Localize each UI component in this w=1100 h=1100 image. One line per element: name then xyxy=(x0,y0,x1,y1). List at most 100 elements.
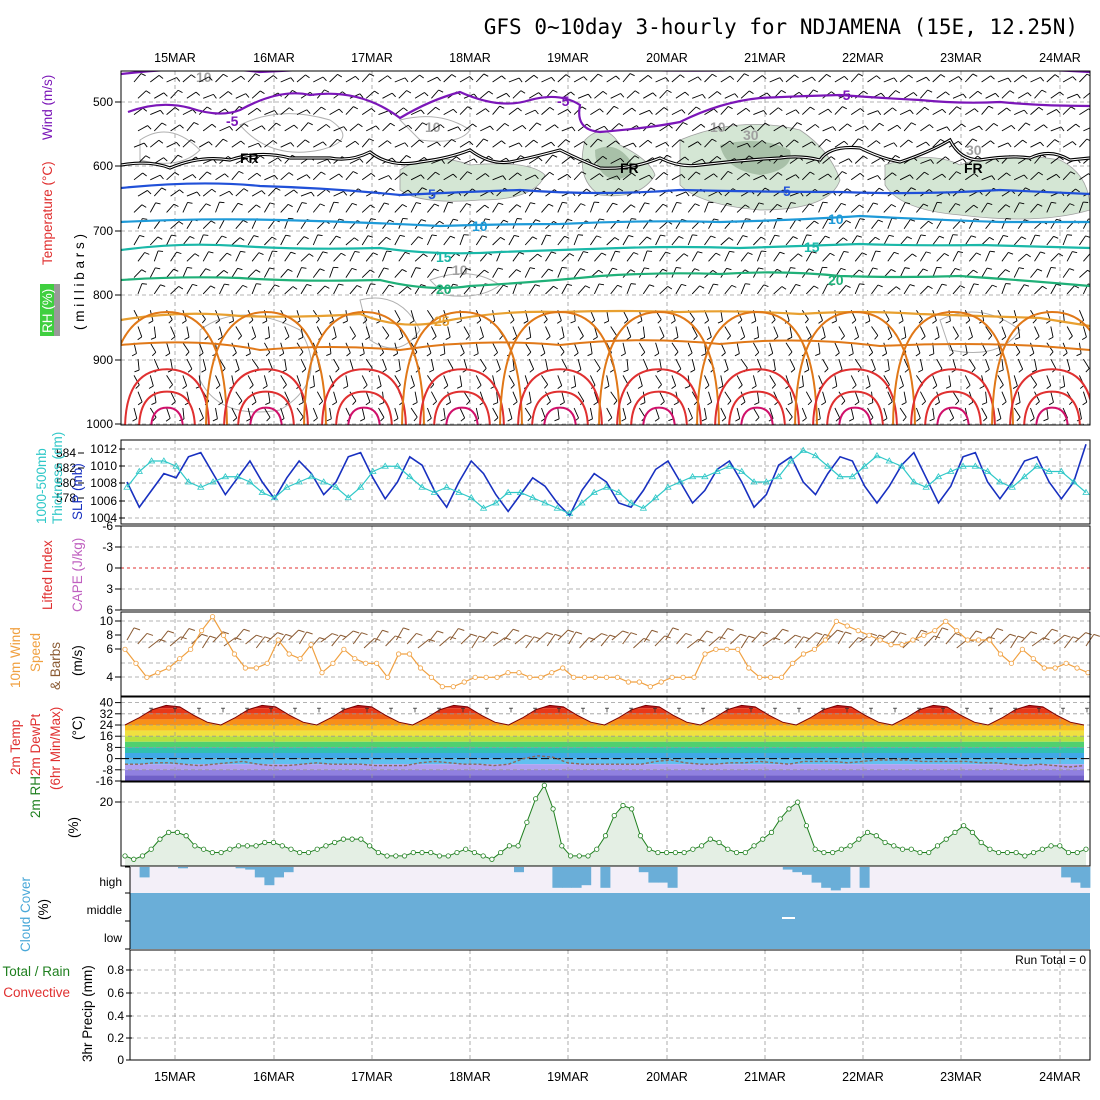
wind-barb-flag xyxy=(412,402,418,406)
wind-barb-flag xyxy=(679,74,685,78)
wind-barb xyxy=(704,108,715,115)
wind-barb-flag xyxy=(968,336,973,341)
wind-barb-flag xyxy=(256,172,262,177)
wind-barb xyxy=(932,235,940,246)
wind-speed-marker xyxy=(461,679,467,685)
wind-speed-marker xyxy=(560,665,566,671)
wind-barb-flag xyxy=(387,140,392,145)
wind10-barb xyxy=(428,630,438,643)
wind-barb-flag xyxy=(452,283,458,286)
cloud-high-bar xyxy=(274,867,284,878)
wind-barb xyxy=(394,77,406,83)
wind-barb-flag xyxy=(1088,173,1090,176)
wind-barb-flag xyxy=(1048,336,1054,340)
thickness-marker xyxy=(283,483,291,490)
wind-barb-flag xyxy=(877,110,882,115)
wind-barb xyxy=(264,342,271,353)
rh-marker xyxy=(620,802,626,809)
wind-barb xyxy=(414,391,418,403)
wind-barb-flag xyxy=(861,252,867,256)
wind-barb xyxy=(936,126,948,132)
wind-speed-marker xyxy=(319,670,325,676)
temp-band xyxy=(125,736,1084,742)
wind-barb-flag xyxy=(530,202,536,205)
wind-barb-flag xyxy=(983,417,988,422)
wind-barb-flag xyxy=(713,218,719,221)
wind-speed-marker xyxy=(921,632,927,638)
wind-barb-flag xyxy=(436,141,441,146)
wind-barb xyxy=(512,125,523,132)
wind-speed-marker xyxy=(713,646,719,652)
wind-barb-flag xyxy=(936,201,943,204)
wind-barb-flag xyxy=(724,435,728,438)
wind-barb-flag xyxy=(827,218,833,221)
wind10-barb xyxy=(126,627,135,641)
wind10-barb xyxy=(439,636,451,647)
wind-barb xyxy=(251,424,253,425)
wind-barb xyxy=(691,285,701,295)
w10-ylabel-b: Speed xyxy=(28,633,43,672)
wind-barb xyxy=(492,310,496,322)
wind-barb xyxy=(427,106,436,115)
wind-barb xyxy=(1062,375,1066,387)
wind-barb xyxy=(1046,139,1056,148)
ytick-label: 1006 xyxy=(90,494,117,508)
wind-barb xyxy=(757,284,765,295)
wind-barb xyxy=(708,190,719,197)
wind-barb xyxy=(818,138,827,148)
wind-barb-flag xyxy=(776,268,782,272)
wind-barb xyxy=(1017,284,1025,295)
wind-barb-flag xyxy=(699,285,705,289)
wind-barb-flag xyxy=(912,253,917,258)
wind-barb-flag xyxy=(631,107,637,112)
wind-barb-flag xyxy=(842,106,848,110)
wind-barb xyxy=(150,75,160,83)
wind-barb-flag xyxy=(282,319,287,324)
wind-barb xyxy=(508,235,515,246)
wind-barb-flag xyxy=(453,218,459,221)
wind-barb-flag xyxy=(450,235,456,239)
wind-barb xyxy=(430,326,437,337)
wind-barb xyxy=(883,375,890,386)
wind-barb-flag xyxy=(548,203,554,207)
wind-barb-flag xyxy=(423,253,428,258)
wind-barb-flag xyxy=(335,368,340,373)
temp-bulge xyxy=(249,406,283,425)
wind-barb-flag xyxy=(171,234,177,237)
chart-title: GFS 0~10day 3-hourly for NDJAMENA (15E, … xyxy=(484,15,1078,39)
wind-barb-flag xyxy=(401,269,407,273)
date-label-bottom: 24MAR xyxy=(1039,1070,1081,1084)
wind-barb-flag xyxy=(1018,267,1025,270)
rh-marker xyxy=(428,849,434,856)
wind-barb-flag xyxy=(973,283,979,286)
wind-barb-flag xyxy=(865,320,870,324)
wind-barb-flag xyxy=(790,267,796,269)
wind-barb-flag xyxy=(488,155,493,160)
wind-barb xyxy=(985,424,987,425)
wind-barb xyxy=(573,203,582,213)
temp-bulge xyxy=(910,368,996,425)
wind-barb-flag xyxy=(484,269,489,274)
wind-barb xyxy=(639,174,650,181)
wind-barb xyxy=(720,75,731,83)
wind-barb xyxy=(724,188,734,197)
wind-barb-flag xyxy=(171,401,176,406)
wind-barb-flag xyxy=(338,173,343,178)
wind-barb xyxy=(133,107,144,115)
wind-barb xyxy=(361,172,372,181)
wind-barb-flag xyxy=(452,173,458,178)
wind-barb-flag xyxy=(1041,89,1047,93)
precip-panel: 0.80.60.40.20 Run Total = 0 Total / Rain… xyxy=(2,949,1091,1067)
wind-barb-flag xyxy=(1076,353,1082,357)
wind-barb xyxy=(1050,284,1057,295)
wind-barb xyxy=(1030,141,1041,148)
wind10-barb-flag xyxy=(719,636,726,640)
wind-barb xyxy=(643,92,654,99)
wind-barb-flag xyxy=(745,218,751,220)
wind-barb xyxy=(756,326,759,338)
wind-barb-flag xyxy=(613,105,619,109)
wind10-barb-flag xyxy=(353,630,360,634)
wind-barb xyxy=(1034,424,1036,425)
wind-barb xyxy=(590,108,600,115)
wind-barb xyxy=(280,172,290,181)
